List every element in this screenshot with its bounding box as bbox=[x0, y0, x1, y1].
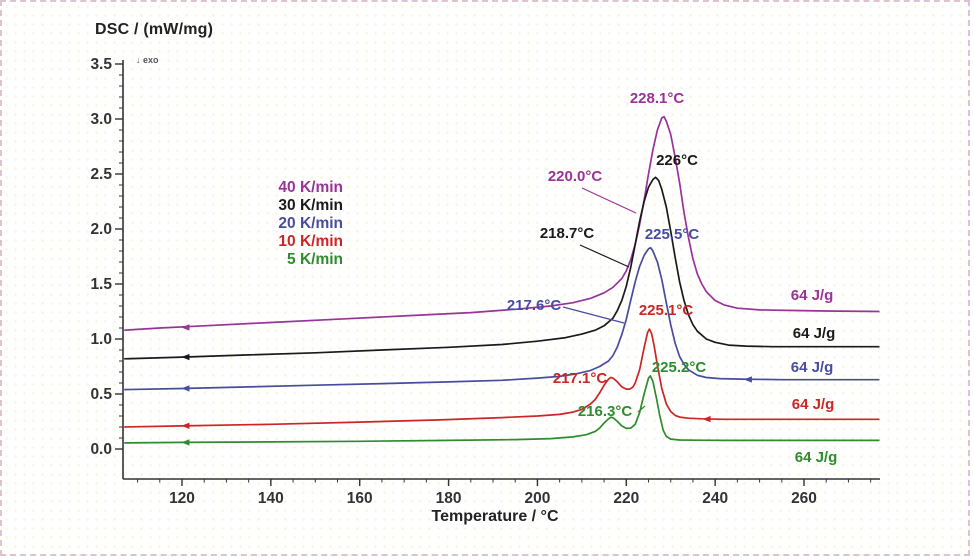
x-tick-label: 220 bbox=[613, 490, 639, 507]
x-tick-label: 260 bbox=[791, 490, 817, 507]
x-tick-label: 240 bbox=[702, 490, 728, 507]
enthalpy-label: 64 J/g bbox=[791, 359, 834, 376]
enthalpy-label: 64 J/g bbox=[793, 325, 836, 342]
curve-arrow-marker bbox=[181, 353, 190, 361]
peak-temperature-label: 228.1°C bbox=[630, 90, 685, 107]
x-tick-label: 140 bbox=[258, 490, 284, 507]
y-tick-label: 0.5 bbox=[90, 386, 112, 403]
x-tick-label: 200 bbox=[524, 490, 550, 507]
curve-arrow-marker bbox=[181, 439, 190, 446]
enthalpy-label: 64 J/g bbox=[795, 449, 838, 466]
peak-temperature-label: 225.2°C bbox=[652, 359, 707, 376]
x-tick-label: 120 bbox=[169, 490, 195, 507]
y-axis-title: DSC / (mW/mg) bbox=[95, 21, 214, 38]
y-tick-label: 3.5 bbox=[90, 56, 112, 73]
y-tick-label: 1.0 bbox=[90, 331, 112, 348]
peak-temperature-label: 225.1°C bbox=[639, 302, 694, 319]
curve-arrow-marker bbox=[702, 415, 711, 423]
curve-arrow-marker bbox=[181, 324, 190, 331]
curve-arrow-marker bbox=[181, 385, 190, 392]
curve-20-k-min bbox=[124, 246, 880, 391]
y-tick-label: 3.0 bbox=[90, 111, 112, 128]
onset-pointer-line bbox=[562, 306, 625, 324]
legend-item-30-k-min: 30 K/min bbox=[278, 197, 343, 214]
x-tick-label: 160 bbox=[347, 490, 373, 507]
curve-arrow-marker bbox=[181, 422, 190, 429]
onset-temperature-label: 217.6°C bbox=[507, 297, 562, 314]
onset-temperature-label: 220.0°C bbox=[548, 168, 603, 185]
x-tick-label: 180 bbox=[436, 490, 462, 507]
legend-item-20-k-min: 20 K/min bbox=[278, 215, 343, 232]
curve-40-k-min bbox=[124, 115, 880, 332]
curve-5-k-min bbox=[124, 375, 880, 444]
legend-item-40-k-min: 40 K/min bbox=[278, 179, 343, 196]
onset-pointer-line bbox=[637, 405, 646, 413]
legend-item-10-k-min: 10 K/min bbox=[278, 233, 343, 250]
enthalpy-label: 64 J/g bbox=[792, 396, 835, 413]
y-tick-label: 2.0 bbox=[90, 221, 112, 238]
y-tick-label: 1.5 bbox=[90, 276, 112, 293]
curve-10-k-min bbox=[124, 328, 880, 428]
peak-temperature-label: 225.5°C bbox=[645, 226, 700, 243]
y-tick-label: 2.5 bbox=[90, 166, 112, 183]
legend-item-5-k-min: 5 K/min bbox=[287, 251, 343, 268]
exo-annotation: ↓ exo bbox=[136, 55, 159, 65]
onset-pointer-line bbox=[579, 244, 630, 268]
curve-arrow-marker bbox=[743, 376, 752, 383]
enthalpy-label: 64 J/g bbox=[791, 287, 834, 304]
onset-temperature-label: 218.7°C bbox=[540, 225, 595, 242]
onset-pointer-line bbox=[581, 187, 637, 214]
x-axis-title: Temperature / °C bbox=[431, 508, 559, 525]
peak-temperature-label: 226°C bbox=[656, 152, 698, 169]
curve-30-k-min bbox=[124, 176, 880, 360]
y-tick-label: 0.0 bbox=[90, 441, 112, 458]
onset-temperature-label: 216.3°C bbox=[578, 403, 633, 420]
onset-temperature-label: 217.1°C bbox=[553, 370, 608, 387]
